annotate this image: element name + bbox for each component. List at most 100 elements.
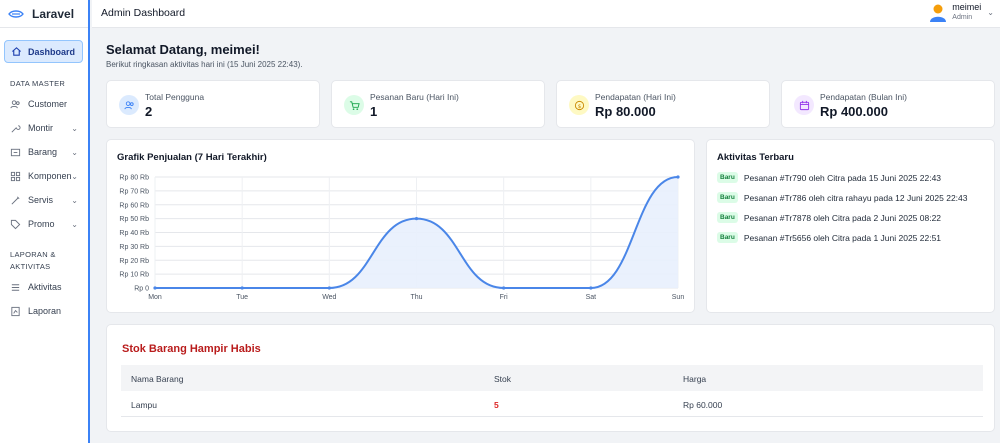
sidebar-item-montir[interactable]: Montir ⌄ xyxy=(10,120,82,136)
home-icon xyxy=(11,46,22,57)
welcome-title: Selamat Datang, meimei! xyxy=(106,42,260,57)
users-icon xyxy=(10,99,21,110)
chevron-down-icon: ⌄ xyxy=(71,171,78,181)
user-name: meimei xyxy=(952,2,982,12)
series-line xyxy=(155,176,679,289)
svg-text:$: $ xyxy=(577,103,581,109)
x-tick-label: Thu xyxy=(410,294,422,301)
stat-card-pendapatan-hari-ini: $ Pendapatan (Hari Ini) Rp 80.000 xyxy=(556,80,770,128)
sidebar-item-laporan[interactable]: Laporan xyxy=(10,303,82,319)
sales-line-chart: Rp 0 Rp 10 Rb Rp 20 Rb Rp 30 Rb Rp 40 Rb Rp 5… xyxy=(119,175,685,302)
stat-card-pendapatan-bulan-ini: Pendapatan (Bulan Ini) Rp 400.000 xyxy=(781,80,995,128)
sidebar-item-servis[interactable]: Servis ⌄ xyxy=(10,192,82,208)
x-tick-label: Wed xyxy=(322,294,336,301)
data-point xyxy=(676,175,680,179)
calendar-icon xyxy=(794,95,814,115)
sidebar-item-promo[interactable]: Promo ⌄ xyxy=(10,216,82,232)
x-tick-label: Fri xyxy=(500,294,509,301)
tool-icon xyxy=(10,195,21,206)
column-header: Nama Barang xyxy=(131,374,184,384)
activity-card: Aktivitas Terbaru Baru Pesanan #Tr790 ol… xyxy=(706,139,995,313)
chart-title: Grafik Penjualan (7 Hari Terakhir) xyxy=(117,152,267,163)
x-tick-label: Mon xyxy=(148,294,162,301)
data-point xyxy=(414,217,419,221)
cart-icon xyxy=(344,95,364,115)
status-badge: Baru xyxy=(717,232,738,243)
chevron-down-icon: ⌄ xyxy=(71,195,78,205)
top-header: Admin Dashboard meimei Admin ⌄ xyxy=(92,0,1000,28)
chevron-down-icon: ⌄ xyxy=(71,219,78,229)
stat-label: Total Pengguna xyxy=(145,92,205,102)
chevron-down-icon: ⌄ xyxy=(987,8,994,17)
tag-icon xyxy=(10,219,21,230)
sidebar-item-customer[interactable]: Customer xyxy=(10,96,82,112)
data-point xyxy=(589,286,593,290)
brand[interactable]: Laravel xyxy=(0,0,88,28)
data-point xyxy=(153,286,157,290)
item-price: Rp 60.000 xyxy=(683,400,723,410)
activity-item[interactable]: Baru Pesanan #Tr5656 oleh Citra pada 1 J… xyxy=(717,232,941,243)
data-point xyxy=(327,286,331,290)
column-header: Harga xyxy=(683,374,707,384)
x-tick-label: Tue xyxy=(236,294,248,301)
stock-title: Stok Barang Hampir Habis xyxy=(122,343,261,355)
y-tick-label: Rp 20 Rb xyxy=(119,258,149,265)
stat-label: Pendapatan (Bulan Ini) xyxy=(820,92,907,102)
sidebar-item-barang[interactable]: Barang ⌄ xyxy=(10,144,82,160)
welcome-subtitle: Berikut ringkasan aktivitas hari ini (15… xyxy=(106,60,303,69)
table-row: Lampu 5 Rp 60.000 xyxy=(121,391,983,417)
x-tick-label: Sun xyxy=(672,294,685,301)
sidebar: Laravel Dashboard DATA MASTER Customer M… xyxy=(0,0,90,443)
list-icon xyxy=(10,282,21,293)
y-tick-label: Rp 60 Rb xyxy=(119,202,149,209)
stat-label: Pesanan Baru (Hari Ini) xyxy=(370,92,459,102)
grid-icon xyxy=(10,171,21,182)
y-tick-label: Rp 70 Rb xyxy=(119,188,149,195)
stat-card-total-pengguna: Total Pengguna 2 xyxy=(106,80,320,128)
sidebar-item-komponen[interactable]: Komponen ⌄ xyxy=(10,168,82,184)
status-badge: Baru xyxy=(717,172,738,183)
sidebar-item-dashboard[interactable]: Dashboard xyxy=(4,40,83,63)
wrench-icon xyxy=(10,123,21,134)
status-badge: Baru xyxy=(717,192,738,203)
series-area xyxy=(155,177,678,288)
page-title: Admin Dashboard xyxy=(101,7,186,19)
section-title-master: DATA MASTER xyxy=(10,79,66,88)
y-tick-label: Rp 0 xyxy=(134,286,149,293)
stat-value: 1 xyxy=(370,104,378,119)
sidebar-item-aktivitas[interactable]: Aktivitas xyxy=(10,279,82,295)
sidebar-item-label: Dashboard xyxy=(28,46,76,57)
user-role: Admin xyxy=(952,14,973,21)
item-name: Lampu xyxy=(131,400,157,410)
laravel-logo-icon xyxy=(8,9,24,18)
y-tick-label: Rp 30 Rb xyxy=(119,244,149,251)
stat-value: 2 xyxy=(145,104,153,119)
chevron-down-icon: ⌄ xyxy=(71,123,78,133)
table-header: Nama Barang Stok Harga xyxy=(121,365,983,391)
activity-item[interactable]: Baru Pesanan #Tr790 oleh Citra pada 15 J… xyxy=(717,172,941,183)
stat-label: Pendapatan (Hari Ini) xyxy=(595,92,676,102)
coin-icon: $ xyxy=(569,95,589,115)
file-icon xyxy=(10,306,21,317)
stat-value: Rp 400.000 xyxy=(820,104,888,119)
y-tick-label: Rp 80 Rb xyxy=(119,175,149,182)
data-point xyxy=(240,286,244,290)
users-icon xyxy=(119,95,139,115)
y-tick-label: Rp 40 Rb xyxy=(119,230,149,237)
stat-card-pesanan-baru: Pesanan Baru (Hari Ini) 1 xyxy=(331,80,545,128)
activity-item[interactable]: Baru Pesanan #Tr7878 oleh Citra pada 2 J… xyxy=(717,212,941,223)
y-tick-label: Rp 10 Rb xyxy=(119,272,149,279)
activity-item[interactable]: Baru Pesanan #Tr786 oleh citra rahayu pa… xyxy=(717,192,968,203)
avatar xyxy=(930,4,947,22)
stock-card: Stok Barang Hampir Habis Nama Barang Sto… xyxy=(106,324,995,432)
activity-title: Aktivitas Terbaru xyxy=(717,152,794,163)
y-tick-label: Rp 50 Rb xyxy=(119,216,149,223)
data-point xyxy=(502,286,506,290)
user-menu[interactable]: meimei Admin ⌄ xyxy=(929,2,994,23)
chevron-down-icon: ⌄ xyxy=(71,147,78,157)
section-title-report: LAPORAN & AKTIVITAS xyxy=(10,250,56,271)
column-header: Stok xyxy=(494,374,512,384)
stat-value: Rp 80.000 xyxy=(595,104,656,119)
status-badge: Baru xyxy=(717,212,738,223)
